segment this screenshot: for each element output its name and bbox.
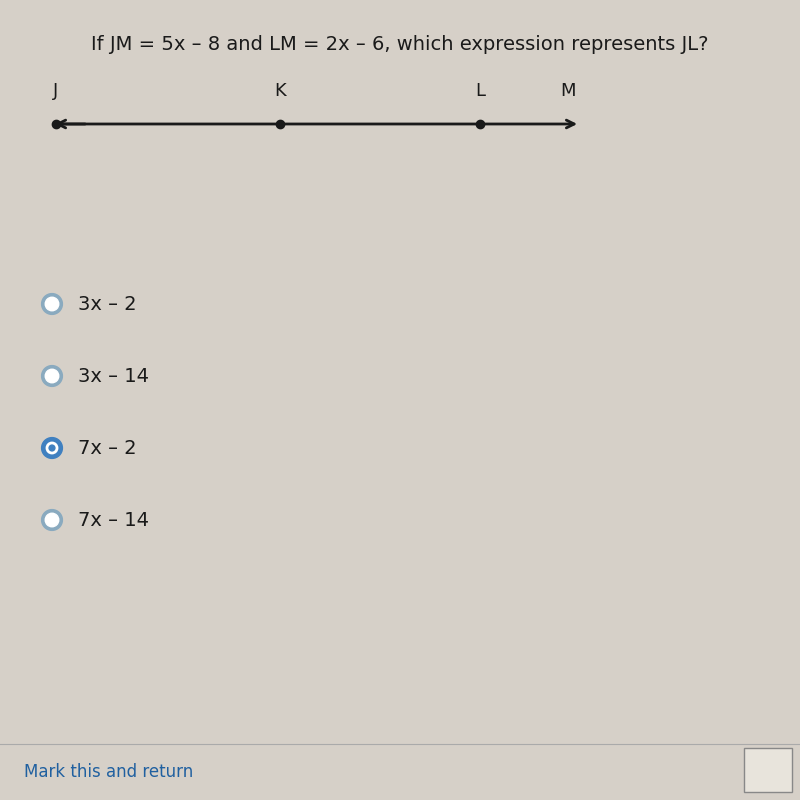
Text: K: K bbox=[274, 82, 286, 100]
Text: 7x – 2: 7x – 2 bbox=[78, 438, 137, 458]
Text: 3x – 14: 3x – 14 bbox=[78, 366, 150, 386]
Circle shape bbox=[42, 366, 62, 386]
Text: J: J bbox=[54, 82, 58, 100]
Circle shape bbox=[42, 438, 62, 458]
Circle shape bbox=[46, 442, 58, 454]
Bar bbox=[744, 748, 792, 792]
Text: L: L bbox=[475, 82, 485, 100]
Circle shape bbox=[46, 514, 58, 526]
Circle shape bbox=[46, 298, 58, 310]
Circle shape bbox=[46, 370, 58, 382]
Circle shape bbox=[49, 445, 55, 451]
Circle shape bbox=[42, 294, 62, 314]
Text: M: M bbox=[560, 82, 576, 100]
Text: If JM = 5x – 8 and LM = 2x – 6, which expression represents JL?: If JM = 5x – 8 and LM = 2x – 6, which ex… bbox=[91, 34, 709, 54]
Text: 3x – 2: 3x – 2 bbox=[78, 294, 137, 314]
Text: Mark this and return: Mark this and return bbox=[24, 763, 194, 781]
Circle shape bbox=[42, 510, 62, 530]
Text: 7x – 14: 7x – 14 bbox=[78, 510, 150, 530]
